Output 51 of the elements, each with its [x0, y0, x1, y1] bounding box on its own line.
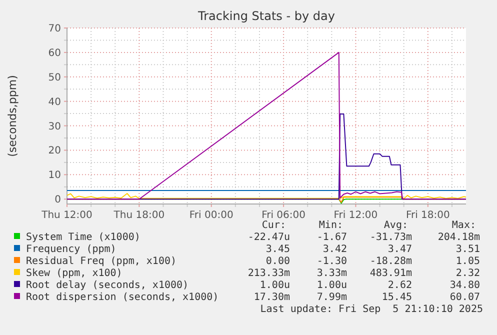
y-tick-label: 60: [48, 48, 61, 59]
text: Max:: [452, 220, 476, 231]
text: 483.91m: [370, 268, 412, 279]
text: 3.33m: [316, 268, 347, 279]
x-tick-label: Fri 12:00: [334, 210, 378, 221]
y-tick-label: 30: [48, 121, 61, 132]
text: 2.32: [456, 268, 480, 279]
text: 1.00u: [316, 280, 347, 291]
y-tick-label: 40: [48, 96, 61, 108]
x-tick-label: Thu 12:00: [40, 210, 92, 221]
text: 3.42: [322, 244, 347, 255]
text: 1.00u: [260, 280, 290, 291]
x-tick-label: Fri 00:00: [189, 210, 234, 221]
x-tick-label: Fri 18:00: [406, 210, 450, 221]
text: 1.05: [456, 256, 480, 267]
text: 60.07: [450, 292, 480, 303]
text: Avg:: [384, 220, 408, 231]
y-tick-label: 70: [48, 24, 61, 34]
y-axis-title: (seconds,ppm): [6, 75, 19, 157]
y-tick-label: 50: [48, 72, 61, 84]
legend-label: Root dispersion (seconds, x1000): [26, 292, 219, 303]
text: -18.28m: [370, 256, 412, 267]
legend-label: System Time (x1000): [26, 232, 140, 243]
text: 7.99m: [316, 292, 347, 303]
text: 34.80: [450, 280, 480, 291]
text: 17.30m: [254, 292, 290, 303]
text: -22.47u: [248, 232, 290, 243]
text: Last update: Fri Sep 5 21:10:10 2025: [260, 304, 483, 315]
text: 0.00: [266, 256, 290, 267]
legend-label: Residual Freq (ppm, x100): [26, 256, 177, 267]
legend-label: Root delay (seconds, x1000): [26, 280, 189, 291]
text: 213.33m: [248, 268, 290, 279]
x-tick-label: Thu 18:00: [112, 210, 165, 221]
legend-label: Frequency (ppm): [26, 244, 116, 255]
text: -1.67: [316, 232, 347, 243]
x-tick-label: Fri 06:00: [262, 210, 306, 221]
text: 2.62: [388, 280, 412, 291]
text: -1.30: [316, 256, 347, 267]
y-tick-label: 10: [48, 170, 61, 182]
legend-label: Skew (ppm, x100): [26, 268, 122, 279]
text: 204.18m: [438, 232, 480, 243]
y-tick-label: 0: [54, 194, 61, 206]
text: Min:: [318, 220, 343, 231]
text: Cur:: [262, 220, 286, 231]
text: 3.47: [388, 244, 412, 255]
text: 3.51: [456, 244, 480, 255]
text: 3.45: [266, 244, 290, 255]
chart-title: Tracking Stats - by day: [197, 9, 335, 23]
text: 15.45: [382, 292, 412, 303]
y-tick-label: 20: [48, 146, 61, 157]
text: -31.73m: [370, 232, 412, 243]
